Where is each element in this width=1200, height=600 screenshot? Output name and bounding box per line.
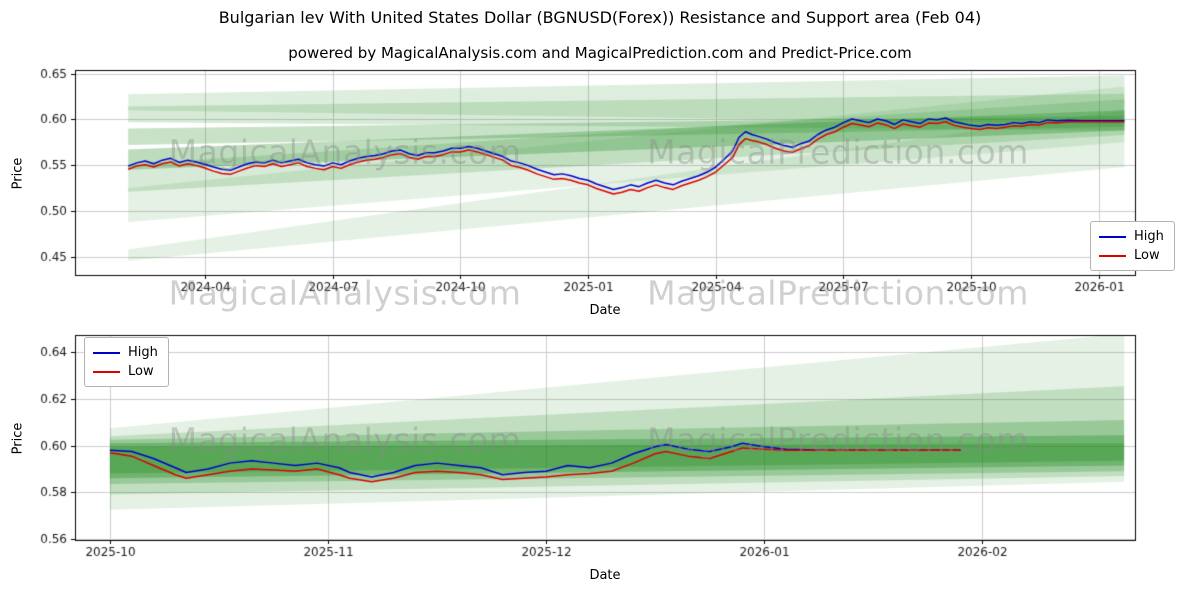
high-line-swatch — [93, 351, 120, 354]
bottom-chart-xlabel: Date — [589, 568, 621, 583]
bottom-chart-legend: High Low — [84, 337, 169, 387]
bottom-chart-ylabel: Price — [10, 422, 26, 455]
top-chart-xlabel: Date — [589, 303, 621, 318]
legend-label-high: High — [128, 345, 158, 360]
low-line-swatch — [1099, 254, 1126, 257]
low-line-swatch — [93, 370, 120, 373]
legend-entry-low: Low — [1099, 246, 1164, 265]
legend-entry-low: Low — [93, 362, 158, 381]
legend-label-low: Low — [1134, 248, 1160, 263]
high-line-swatch — [1099, 235, 1126, 238]
legend-label-high: High — [1134, 229, 1164, 244]
top-chart-ylabel: Price — [10, 157, 26, 190]
legend-entry-high: High — [93, 343, 158, 362]
legend-entry-high: High — [1099, 227, 1164, 246]
top-chart-legend: High Low — [1090, 221, 1175, 271]
legend-label-low: Low — [128, 364, 154, 379]
